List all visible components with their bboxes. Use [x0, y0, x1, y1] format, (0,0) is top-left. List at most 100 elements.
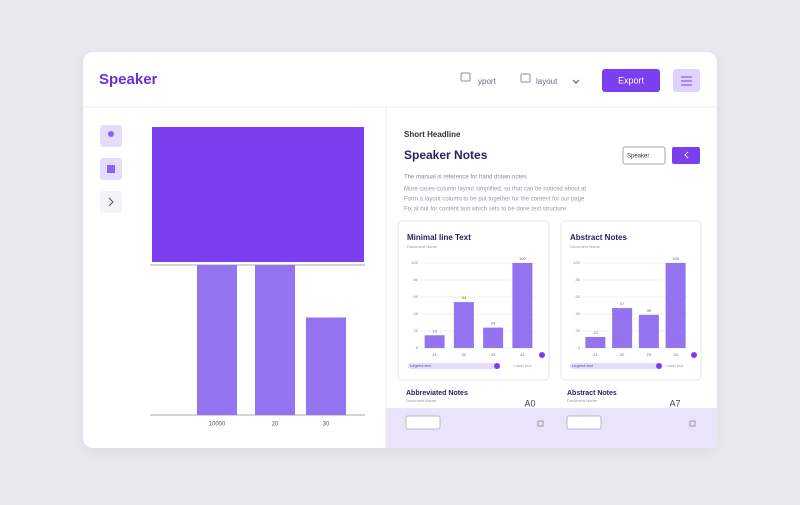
button-label: yport	[478, 77, 497, 86]
eyebrow: Short Headline	[404, 130, 461, 139]
value-label: 47	[620, 301, 625, 306]
x-tick-label: 22	[620, 352, 625, 357]
x-tick-label: 24	[673, 352, 678, 357]
bar	[306, 317, 346, 415]
value-label: 100	[672, 256, 679, 261]
bar	[585, 336, 606, 348]
panel-title: Speaker Notes	[404, 148, 488, 162]
bar	[197, 265, 237, 415]
report-button[interactable]: yport	[460, 72, 497, 86]
icon	[520, 73, 531, 83]
bar	[483, 327, 504, 348]
icon	[108, 197, 114, 207]
checkbox[interactable]	[689, 420, 696, 427]
value-label: 13	[593, 330, 598, 335]
card-subtitle: Document Name	[567, 398, 598, 403]
footer-input[interactable]	[405, 415, 441, 430]
description-line: Fix at but for content text which sets t…	[404, 207, 567, 213]
x-tick-label: 21	[432, 352, 437, 357]
icon	[460, 72, 471, 82]
y-tick-label: 80	[414, 277, 419, 282]
input-box	[566, 415, 602, 430]
bar	[665, 263, 686, 348]
card-title: Abbreviated Notes	[406, 390, 468, 397]
x-tick-label: 20	[272, 422, 279, 428]
value-label: 100	[519, 256, 526, 261]
x-tick-label: 23	[647, 352, 652, 357]
select[interactable]: Speaker	[622, 146, 666, 165]
layout-button[interactable]: layout	[520, 73, 580, 86]
nav-button[interactable]	[100, 191, 122, 213]
legend-dot	[494, 363, 500, 369]
y-tick-label: 60	[576, 294, 581, 299]
value-label: 54	[462, 295, 467, 300]
bar	[638, 314, 659, 348]
bar	[612, 308, 633, 348]
y-tick-label: 100	[411, 260, 418, 265]
export-button[interactable]: Export	[602, 69, 660, 92]
card-subtitle: Document Name	[407, 244, 438, 249]
card-value: A0	[524, 398, 535, 408]
x-tick-label: 22	[462, 352, 467, 357]
button-bg	[602, 69, 660, 92]
bar	[453, 302, 474, 348]
icon	[684, 151, 689, 159]
y-tick-label: 40	[414, 311, 419, 316]
legend-dot	[539, 352, 545, 358]
legend-dot	[656, 363, 662, 369]
side-label: Label text	[514, 363, 532, 368]
card-subtitle: Document Name	[570, 244, 601, 249]
lead: The manual is reference for hand drawn n…	[404, 175, 527, 181]
input-box	[405, 415, 441, 430]
legend-label: Legend text	[410, 363, 432, 368]
x-tick-label: 23	[491, 352, 496, 357]
y-tick-label: 0	[416, 345, 419, 350]
y-tick-label: 20	[576, 328, 581, 333]
legend-label: Legend text	[572, 363, 594, 368]
bar	[424, 335, 445, 348]
value-label: 24	[491, 321, 496, 326]
x-tick-label: 21	[593, 352, 598, 357]
y-tick-label: 80	[576, 277, 581, 282]
hero-block	[152, 127, 364, 262]
footer-input[interactable]	[566, 415, 602, 430]
description-line: Form a layout column to be put together …	[404, 197, 585, 203]
select-label: Speaker	[627, 154, 649, 160]
x-tick-label: 24	[520, 352, 525, 357]
y-tick-label: 20	[414, 328, 419, 333]
description-line: More cases-column layout simplified, so …	[404, 187, 586, 193]
card-subtitle: Document Name	[406, 398, 437, 403]
x-tick-label: 30	[323, 422, 330, 428]
button-label: Export	[618, 75, 645, 85]
y-tick-label: 40	[576, 311, 581, 316]
bar	[512, 263, 533, 348]
legend-pill	[570, 363, 660, 369]
legend-pill	[408, 363, 498, 369]
card-title: Abstract Notes	[567, 390, 617, 397]
menu-button[interactable]	[673, 69, 700, 92]
brand: Speaker	[99, 71, 158, 88]
bar	[255, 265, 295, 415]
button-label: layout	[536, 77, 558, 86]
icon	[108, 131, 114, 137]
card-value: A7	[669, 398, 680, 408]
select-box	[622, 146, 666, 165]
icon	[681, 76, 692, 86]
value-label: 15	[432, 328, 437, 333]
x-tick-label: 10000	[209, 422, 226, 428]
checkbox[interactable]	[537, 420, 544, 427]
chevron	[572, 79, 580, 84]
sidebar	[100, 125, 122, 213]
y-tick-label: 100	[573, 260, 580, 265]
legend-dot	[691, 352, 697, 358]
card-title: Minimal line Text	[407, 233, 471, 242]
footer-bar	[386, 408, 717, 448]
side-label: Label text	[666, 363, 684, 368]
back-button[interactable]	[672, 147, 700, 164]
card-title: Abstract Notes	[570, 233, 627, 242]
y-tick-label: 60	[414, 294, 419, 299]
y-tick-label: 0	[578, 345, 581, 350]
icon	[107, 165, 115, 173]
